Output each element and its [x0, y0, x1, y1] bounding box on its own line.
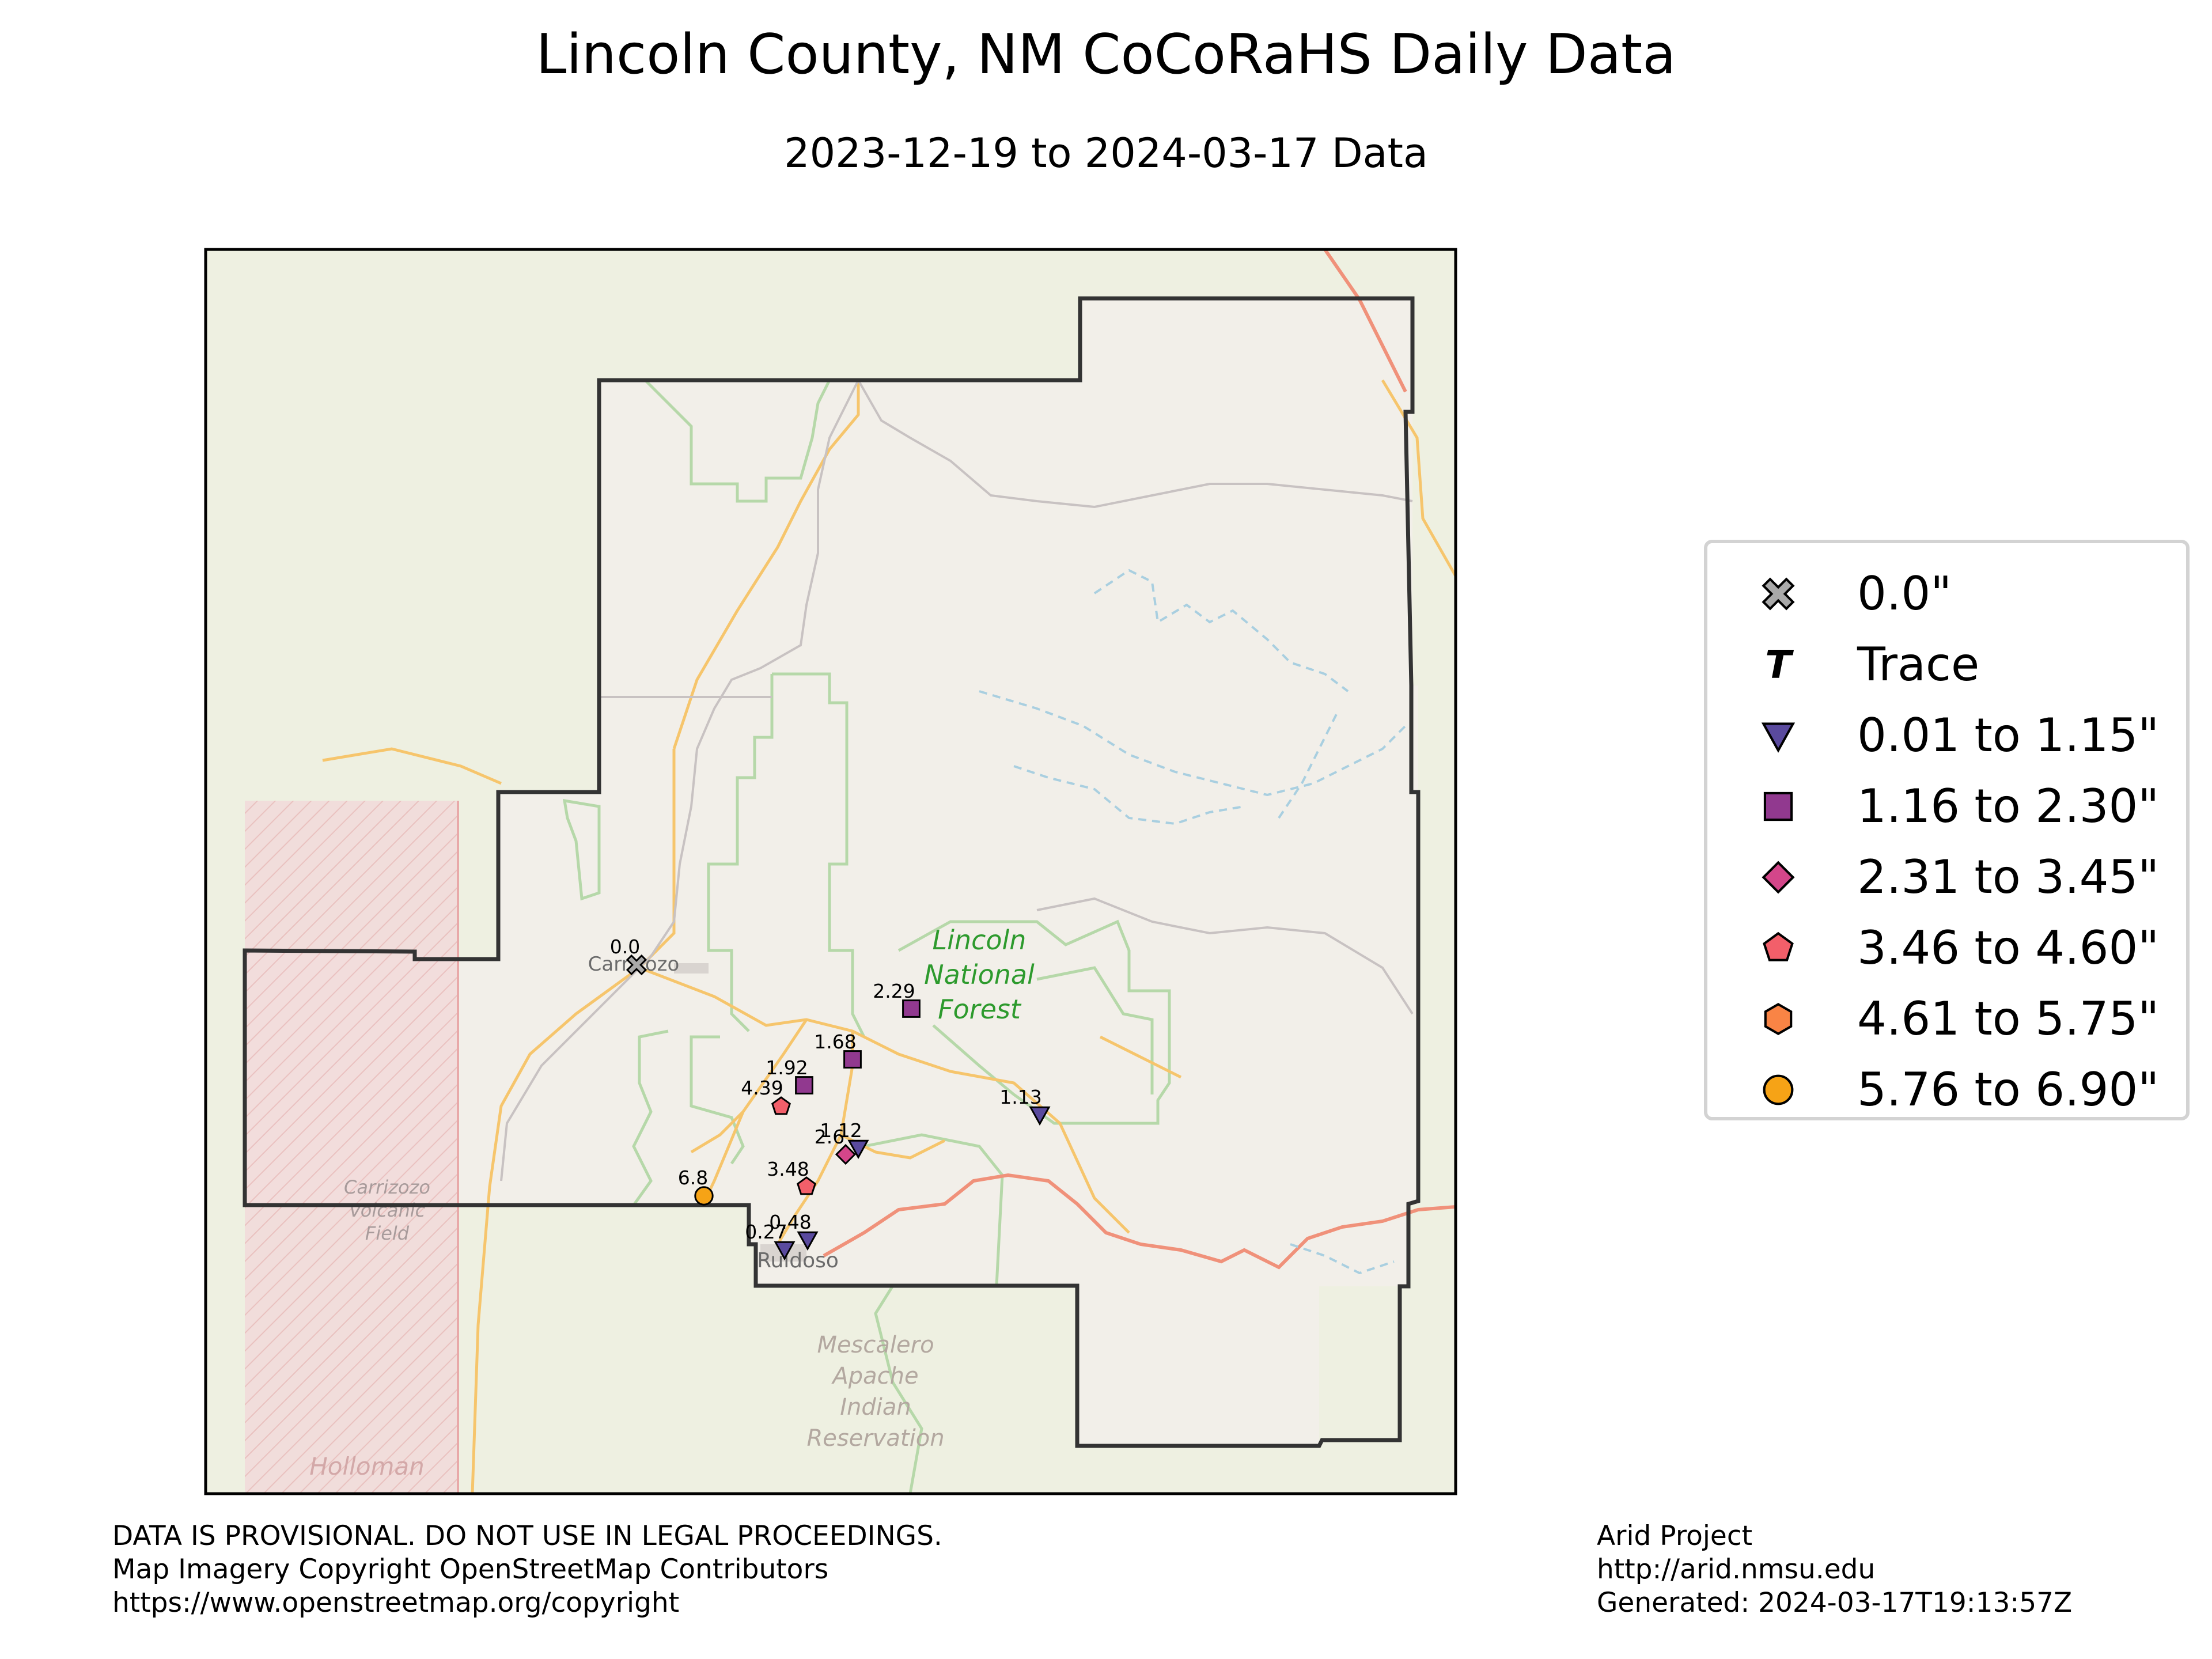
station-value-label: 1.13	[999, 1086, 1041, 1108]
station-marker	[626, 954, 647, 976]
forest-boundaries	[562, 379, 1171, 1494]
chart-subtitle: 2023-12-19 to 2024-03-17 Data	[784, 130, 1428, 177]
station-value-label: 4.39	[741, 1077, 783, 1099]
legend-item: T Trace	[1707, 636, 2186, 694]
station-marker	[843, 1050, 862, 1069]
footer-right-line-2: http://arid.nmsu.edu	[1597, 1554, 1876, 1585]
station-value-label: 3.48	[767, 1158, 809, 1180]
station-marker	[847, 1139, 869, 1160]
footer-credits: Arid Project http://arid.nmsu.edu Genera…	[1597, 1520, 2072, 1620]
legend-label: 5.76 to 6.90"	[1857, 1063, 2160, 1116]
chart-title: Lincoln County, NM CoCoRaHS Daily Data	[536, 23, 1676, 86]
reservation-label-line-1: Mescalero	[817, 1332, 934, 1358]
reservation-label-line-2: Apache	[831, 1363, 918, 1389]
legend-label: 3.46 to 4.60"	[1857, 921, 2160, 975]
square-icon	[1763, 791, 1793, 821]
trace-t-icon: T	[1765, 643, 1794, 687]
forest-label-line-3: Forest	[938, 994, 1022, 1025]
footer-left-line-3: https://www.openstreetmap.org/copyright	[112, 1587, 680, 1619]
station-value-label: 0.27	[745, 1221, 787, 1243]
streams	[979, 569, 1407, 1275]
footer-left-line-2: Map Imagery Copyright OpenStreetMap Cont…	[112, 1554, 829, 1585]
station-marker	[795, 1076, 813, 1094]
station-value-label: 0.0	[610, 935, 640, 958]
town-carrizozo-area	[674, 963, 709, 974]
volcanic-field-label: Carrizozo Volcanic Field	[344, 1176, 430, 1244]
footer-right-line-3: Generated: 2024-03-17T19:13:57Z	[1597, 1587, 2073, 1619]
forest-label: Lincoln National Forest	[924, 925, 1035, 1025]
station-markers: 0.0 2.29 1.68 1.924.39 1.13 1.122.6 3.48 6.8 0.4…	[610, 935, 1051, 1261]
footer-left-line-1: DATA IS PROVISIONAL. DO NOT USE IN LEGAL…	[112, 1520, 942, 1552]
station-marker	[771, 1096, 791, 1115]
station-marker	[694, 1186, 714, 1206]
legend-item: 0.0"	[1707, 565, 2186, 623]
station-value-label: 1.12	[820, 1119, 862, 1142]
volcanic-label-line-1: Carrizozo	[344, 1176, 430, 1198]
station-marker	[902, 999, 921, 1018]
station-marker	[1029, 1106, 1051, 1126]
map-frame	[204, 248, 1457, 1495]
legend-label: Trace	[1857, 638, 1980, 691]
station-value-label: 1.92	[766, 1056, 808, 1079]
station-marker	[774, 1241, 796, 1261]
legend-item: 0.01 to 1.15"	[1707, 707, 2186, 764]
legend-item: 1.16 to 2.30"	[1707, 778, 2186, 835]
pentagon-icon	[1763, 931, 1794, 961]
county-boundary	[243, 296, 1421, 1448]
legend-label: 2.31 to 3.45"	[1857, 850, 2160, 904]
volcanic-label-line-2: Volcanic	[349, 1199, 426, 1221]
forest-label-line-2: National	[924, 959, 1035, 990]
legend-item: 2.31 to 3.45"	[1707, 849, 2186, 906]
svg-text:T: T	[1765, 643, 1794, 687]
station-marker	[835, 1143, 857, 1165]
legend-item: 3.46 to 4.60"	[1707, 919, 2186, 977]
legend-label: 1.16 to 2.30"	[1857, 779, 2160, 833]
circle-icon	[1763, 1074, 1794, 1105]
hexagon-icon	[1764, 1002, 1793, 1036]
diamond-icon	[1762, 861, 1795, 894]
legend-item: 4.61 to 5.75"	[1707, 990, 2186, 1048]
county-fill	[245, 298, 1418, 1446]
legend-item: 5.76 to 6.90"	[1707, 1061, 2186, 1119]
station-value-label: 0.48	[769, 1211, 811, 1233]
holloman-label: Holloman	[309, 1452, 425, 1480]
basemap: Lincoln National Forest Carrizozo Ruidos…	[206, 249, 1456, 1494]
footer-right-line-1: Arid Project	[1597, 1520, 1753, 1552]
legend-label: 0.01 to 1.15"	[1857, 709, 2160, 762]
triangle-down-icon	[1761, 722, 1796, 753]
highways	[823, 249, 1456, 1270]
reservation-label: Mescalero Apache Indian Reservation	[806, 1332, 944, 1452]
town-label-ruidoso: Ruidoso	[757, 1249, 839, 1272]
restricted-area	[245, 801, 458, 1494]
volcanic-label-line-3: Field	[365, 1222, 410, 1244]
legend: 0.0" T Trace 0.01 to 1.15" 1.16 to 2.30" 2.31…	[1704, 540, 2190, 1120]
cross-icon	[1762, 577, 1795, 611]
boundary-lines	[500, 380, 1414, 1181]
station-value-label: 6.8	[678, 1166, 708, 1189]
station-value-label: 2.6	[815, 1126, 844, 1148]
station-value-label: 2.29	[873, 980, 915, 1002]
legend-label: 0.0"	[1857, 567, 1952, 620]
station-marker	[797, 1176, 816, 1195]
footer-disclaimer: DATA IS PROVISIONAL. DO NOT USE IN LEGAL…	[112, 1520, 942, 1620]
forest-label-line-1: Lincoln	[933, 925, 1027, 956]
reservation-label-line-4: Reservation	[806, 1425, 944, 1452]
legend-label: 4.61 to 5.75"	[1857, 992, 2160, 1046]
station-value-label: 1.68	[814, 1031, 856, 1053]
reservation-label-line-3: Indian	[840, 1394, 911, 1421]
station-marker	[797, 1231, 819, 1251]
